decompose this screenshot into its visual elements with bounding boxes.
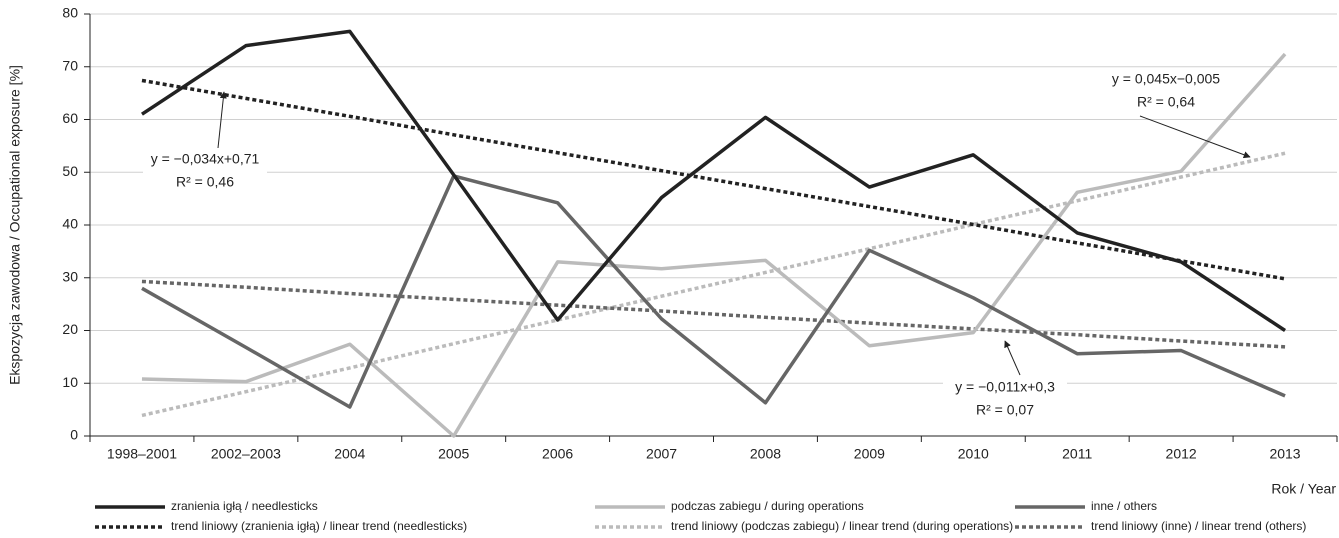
y-tick-label: 80 (62, 5, 78, 21)
x-tick-label: 2011 (1062, 446, 1092, 462)
x-tick-label: 2012 (1166, 446, 1197, 462)
x-tick-label: 2005 (438, 446, 469, 462)
legend-label: trend liniowy (zranienia igłą) / linear … (171, 519, 467, 533)
legend-label: inne / others (1091, 499, 1157, 513)
annotation-r2: R² = 0,46 (176, 174, 234, 190)
series-line (141, 174, 1286, 409)
x-tick-label: 2004 (334, 446, 365, 462)
x-tick-label: 2006 (542, 446, 573, 462)
annotation-bg (1104, 69, 1228, 114)
legend-label: podczas zabiegu / during operations (671, 499, 864, 513)
x-tick-label: 1998–2001 (107, 446, 177, 462)
x-axis-label: Rok / Year (1271, 481, 1336, 497)
legend-label: zranienia igłą / needlesticks (171, 499, 318, 513)
annotation-r2: R² = 0,07 (976, 402, 1034, 418)
y-tick-label: 70 (62, 57, 78, 73)
y-tick-label: 40 (62, 216, 78, 232)
x-tick-label: 2008 (750, 446, 781, 462)
y-tick-label: 20 (62, 321, 78, 337)
annotation-equation: y = −0,011x+0,3 (955, 379, 1055, 395)
y-tick-label: 30 (62, 268, 78, 284)
y-tick-label: 50 (62, 163, 78, 179)
x-tick-label: 2010 (958, 446, 989, 462)
trend-line (141, 279, 1286, 349)
annotation-bg (943, 377, 1067, 422)
trend-line (141, 78, 1286, 281)
annotation-equation: y = −0,034x+0,71 (151, 151, 260, 167)
legend-label: trend liniowy (inne) / linear trend (oth… (1091, 519, 1306, 533)
x-tick-label: 2002–2003 (211, 446, 281, 462)
annotation-r2: R² = 0,64 (1137, 94, 1195, 110)
y-tick-label: 0 (70, 427, 78, 443)
x-tick-label: 2013 (1269, 446, 1300, 462)
y-tick-label: 60 (62, 110, 78, 126)
x-tick-label: 2007 (646, 446, 677, 462)
annotation-equation: y = 0,045x−0,005 (1112, 71, 1220, 87)
annotation-arrow (1004, 340, 1021, 376)
y-axis-label: Ekspozycja zawodowa / Occupational expos… (7, 65, 23, 385)
x-tick-label: 2009 (854, 446, 885, 462)
annotation-arrow (1139, 115, 1251, 159)
series-line (141, 52, 1287, 438)
annotation-arrow (217, 91, 227, 149)
annotation-bg (143, 149, 267, 194)
y-tick-label: 10 (62, 374, 78, 390)
trend-line (141, 151, 1286, 418)
legend-label: trend liniowy (podczas zabiegu) / linear… (671, 519, 1013, 533)
series-line (140, 29, 1287, 332)
